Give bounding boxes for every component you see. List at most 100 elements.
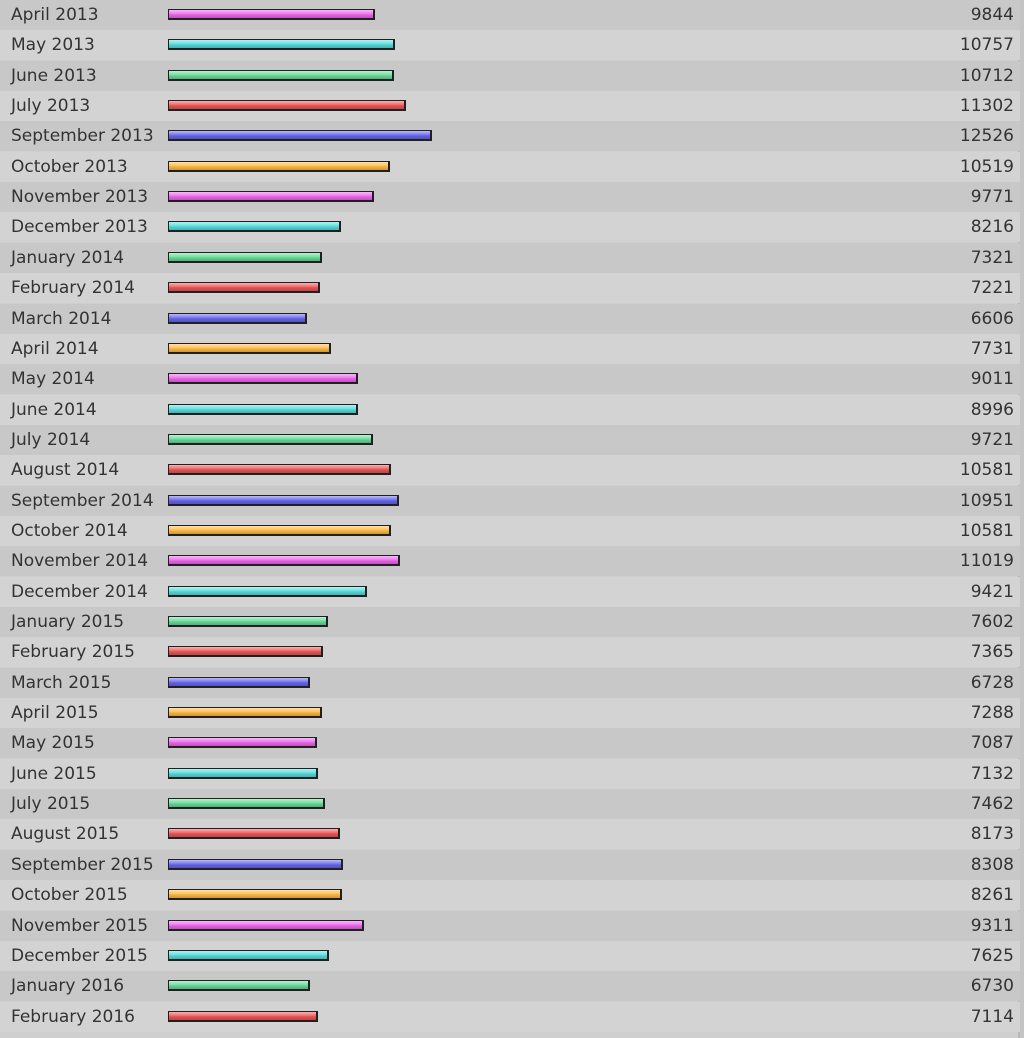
bar <box>168 1010 318 1022</box>
chart-row: June 2013 10712 <box>0 60 1020 91</box>
value-label: 7321 <box>970 247 1014 268</box>
value-label: 7087 <box>970 733 1014 754</box>
chart-row: September 2015 8308 <box>0 849 1020 880</box>
bar <box>168 403 358 415</box>
value-label: 8173 <box>970 824 1014 845</box>
chart-row: November 2013 9771 <box>0 182 1020 213</box>
category-label: October 2013 <box>11 156 128 177</box>
category-label: February 2014 <box>11 278 135 299</box>
value-label: 7462 <box>970 794 1014 815</box>
category-label: January 2016 <box>11 976 125 997</box>
bar <box>168 251 322 263</box>
category-label: May 2013 <box>11 35 95 56</box>
chart-row: May 2013 10757 <box>0 30 1020 61</box>
category-label: September 2015 <box>11 854 154 875</box>
chart-row: December 2013 8216 <box>0 212 1020 243</box>
value-label: 7132 <box>970 763 1014 784</box>
chart-row: February 2015 7365 <box>0 637 1020 668</box>
category-label: July 2013 <box>11 96 91 117</box>
chart-row: July 2015 7462 <box>0 789 1020 820</box>
category-label: April 2015 <box>11 703 99 724</box>
category-label: February 2016 <box>11 1006 135 1027</box>
chart-row: October 2013 10519 <box>0 151 1020 182</box>
chart-row: April 2014 7731 <box>0 333 1020 364</box>
chart-row: March 2015 6728 <box>0 667 1020 698</box>
value-label: 10712 <box>959 65 1014 86</box>
category-label: April 2013 <box>11 5 99 25</box>
chart-row: October 2014 10581 <box>0 515 1020 546</box>
value-label: 9421 <box>970 581 1014 602</box>
value-label: 8308 <box>970 854 1014 875</box>
value-label: 8261 <box>970 885 1014 906</box>
value-label: 7365 <box>970 642 1014 663</box>
bar <box>168 9 375 20</box>
bar <box>168 282 320 294</box>
bar <box>168 555 400 567</box>
chart-row: August 2014 10581 <box>0 455 1020 486</box>
category-label: August 2014 <box>11 460 120 481</box>
chart-row: November 2015 9311 <box>0 910 1020 941</box>
value-label: 7221 <box>970 278 1014 299</box>
category-label: June 2014 <box>11 399 97 420</box>
chart-row: December 2014 9421 <box>0 576 1020 607</box>
bar <box>168 646 323 658</box>
value-label: 8996 <box>970 399 1014 420</box>
category-label: July 2014 <box>11 429 91 450</box>
bar <box>168 798 325 810</box>
category-label: July 2015 <box>11 794 91 815</box>
bar <box>168 464 391 476</box>
chart-row: May 2014 9011 <box>0 364 1020 395</box>
value-label: 7288 <box>970 703 1014 724</box>
bar <box>168 130 432 142</box>
value-label: 10519 <box>959 156 1014 177</box>
bar <box>168 858 343 870</box>
value-label: 9771 <box>970 187 1014 208</box>
value-label: 11019 <box>959 551 1014 572</box>
bar <box>168 707 322 719</box>
bar <box>168 69 394 81</box>
bar <box>168 160 390 172</box>
bar <box>168 585 367 597</box>
category-label: October 2014 <box>11 520 128 541</box>
value-label: 6730 <box>970 976 1014 997</box>
chart-row: July 2013 11302 <box>0 91 1020 122</box>
value-label: 12526 <box>959 126 1014 147</box>
category-label: November 2013 <box>11 187 149 208</box>
value-label: 9011 <box>970 369 1014 390</box>
chart-row: August 2015 8173 <box>0 819 1020 850</box>
value-label: 6606 <box>970 308 1014 329</box>
value-label: 7731 <box>970 338 1014 359</box>
chart-row: October 2015 8261 <box>0 880 1020 911</box>
chart-row: September 2013 12526 <box>0 121 1020 152</box>
category-label: May 2015 <box>11 733 95 754</box>
bar <box>168 676 310 688</box>
category-label: May 2014 <box>11 369 95 390</box>
category-label: June 2015 <box>11 763 97 784</box>
bar <box>168 494 399 506</box>
bar <box>168 949 329 961</box>
bar <box>168 312 307 324</box>
category-label: September 2014 <box>11 490 154 511</box>
chart-row: June 2015 7132 <box>0 758 1020 789</box>
category-label: September 2013 <box>11 126 154 147</box>
bar <box>168 342 331 354</box>
chart-row: June 2014 8996 <box>0 394 1020 425</box>
value-label: 7625 <box>970 945 1014 966</box>
bar <box>168 39 395 51</box>
category-label: October 2015 <box>11 885 128 906</box>
bar <box>168 191 374 203</box>
category-label: August 2015 <box>11 824 120 845</box>
chart-row: February 2014 7221 <box>0 273 1020 304</box>
value-label: 11302 <box>959 96 1014 117</box>
chart-row: January 2015 7602 <box>0 607 1020 637</box>
bar <box>168 616 328 627</box>
chart-row: April 2015 7288 <box>0 698 1020 729</box>
chart-row: November 2014 11019 <box>0 546 1020 577</box>
category-label: November 2015 <box>11 915 149 936</box>
chart-row: December 2015 7625 <box>0 940 1020 971</box>
chart-row: January 2016 6730 <box>0 971 1020 1002</box>
chart-row: March 2014 6606 <box>0 303 1020 334</box>
category-label: November 2014 <box>11 551 149 572</box>
category-label: March 2015 <box>11 672 112 693</box>
category-label: January 2014 <box>11 247 125 268</box>
